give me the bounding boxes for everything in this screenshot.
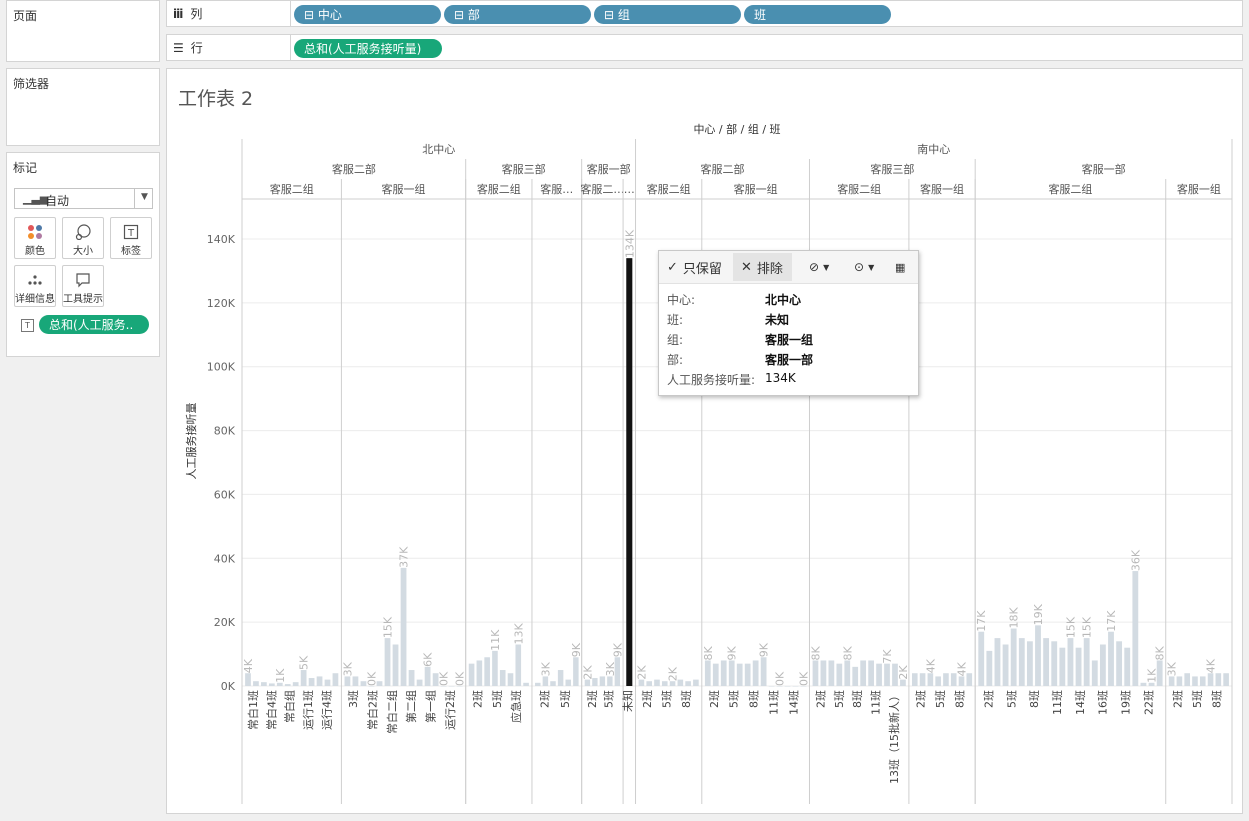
view-data-icon: ▦: [895, 260, 906, 274]
column-pill-shift[interactable]: 班: [744, 5, 891, 24]
detail-button[interactable]: 详细信息: [14, 265, 56, 307]
size-label: 大小: [73, 246, 93, 257]
close-icon: ✕: [741, 259, 752, 275]
column-pill-group-text: ⊟ 组: [604, 8, 630, 22]
filters-title: 筛选器: [13, 77, 50, 91]
create-set-button[interactable]: ⊙ ▼: [846, 253, 884, 281]
tooltip-key-group: 组:: [667, 333, 684, 347]
exclude-button[interactable]: ✕ 排除: [733, 253, 792, 281]
columns-shelf[interactable]: iii 列 ⊟ 中心 ⊟ 部 ⊟ 组 班: [166, 0, 1243, 27]
chevron-down-icon: ▼: [141, 192, 148, 202]
keep-only-label: 只保留: [682, 261, 722, 277]
pages-panel: 页面: [6, 0, 160, 62]
column-pill-department[interactable]: ⊟ 部: [444, 5, 591, 24]
marks-title: 标记: [13, 161, 38, 175]
tooltip-key-department: 部:: [667, 353, 684, 367]
tooltip-popup: ✓ 只保留 ✕ 排除 ⊘ ▼ ⊙ ▼ ▦ 中心: 北中心 班: 未知 组: 客服…: [658, 250, 919, 396]
mark-measure-pill[interactable]: 总和(人工服务..: [39, 315, 149, 334]
label-label: 标签: [121, 246, 141, 257]
row-measure-pill[interactable]: 总和(人工服务接听量): [294, 39, 442, 58]
size-icon: [63, 224, 103, 241]
worksheet-area: 工作表 2: [166, 68, 1243, 814]
mark-type-dropdown[interactable]: ▁▃▅ 自动 ▼: [14, 188, 153, 209]
paperclip-icon: ⊘: [809, 260, 820, 274]
columns-label-text: 列: [190, 7, 203, 21]
rows-shelf[interactable]: ☰ 行 总和(人工服务接听量): [166, 34, 1243, 61]
text-mark-icon: T: [21, 319, 34, 332]
label-button[interactable]: T 标签: [110, 217, 152, 259]
color-button[interactable]: 颜色: [14, 217, 56, 259]
tooltip-toolbar: ✓ 只保留 ✕ 排除 ⊘ ▼ ⊙ ▼ ▦: [659, 251, 918, 284]
bar-chart-icon: ▁▃▅: [23, 192, 49, 205]
color-label: 颜色: [25, 246, 45, 257]
tooltip-button[interactable]: 工具提示: [62, 265, 104, 307]
column-pill-center-text: ⊟ 中心: [304, 8, 342, 22]
tooltip-label: 工具提示: [63, 294, 103, 305]
color-dots-icon: [15, 224, 55, 240]
group-members-button[interactable]: ⊘ ▼: [801, 253, 839, 281]
svg-text:T: T: [127, 228, 135, 239]
sheet-title: 工作表 2: [178, 88, 254, 110]
size-button[interactable]: 大小: [62, 217, 104, 259]
view-data-button[interactable]: ▦: [887, 253, 915, 281]
column-pill-shift-text: 班: [754, 8, 767, 22]
tooltip-value-shift: 未知: [765, 313, 790, 327]
column-pill-department-text: ⊟ 部: [454, 8, 480, 22]
columns-icon: iii: [173, 6, 183, 21]
tooltip-key-measure: 人工服务接听量:: [667, 373, 756, 387]
tooltip-value-group: 客服一组: [765, 333, 814, 347]
set-icon: ⊙: [854, 260, 865, 274]
label-icon: T: [111, 224, 151, 240]
keep-only-button[interactable]: ✓ 只保留: [659, 253, 731, 281]
check-icon: ✓: [667, 259, 678, 275]
mark-type-value: 自动: [45, 194, 70, 208]
detail-icon: [15, 272, 55, 288]
dropdown-divider: [134, 189, 135, 208]
columns-shelf-label: iii 列: [167, 1, 291, 26]
tooltip-icon: [63, 272, 103, 288]
tooltip-value-department: 客服一部: [765, 353, 814, 367]
exclude-label: 排除: [756, 261, 783, 277]
row-measure-pill-text: 总和(人工服务接听量): [304, 42, 422, 56]
tooltip-value-center: 北中心: [765, 293, 802, 307]
marks-panel: 标记 ▁▃▅ 自动 ▼ 颜色 大小 T 标签 详细信息 工具提示 T 总和(人工…: [6, 152, 160, 357]
tooltip-key-center: 中心:: [667, 293, 696, 307]
filters-panel[interactable]: 筛选器: [6, 68, 160, 146]
rows-icon: ☰: [173, 40, 184, 55]
chevron-down-icon: ▼: [868, 262, 875, 272]
tooltip-key-shift: 班:: [667, 313, 684, 327]
mark-measure-pill-text: 总和(人工服务..: [49, 318, 134, 332]
column-pill-group[interactable]: ⊟ 组: [594, 5, 741, 24]
rows-shelf-label: ☰ 行: [167, 35, 291, 60]
column-pill-center[interactable]: ⊟ 中心: [294, 5, 441, 24]
tooltip-value-measure: 134K: [765, 371, 796, 385]
detail-label: 详细信息: [15, 294, 55, 305]
rows-label-text: 行: [190, 41, 203, 55]
pages-title: 页面: [13, 9, 38, 23]
chevron-down-icon: ▼: [823, 262, 830, 272]
